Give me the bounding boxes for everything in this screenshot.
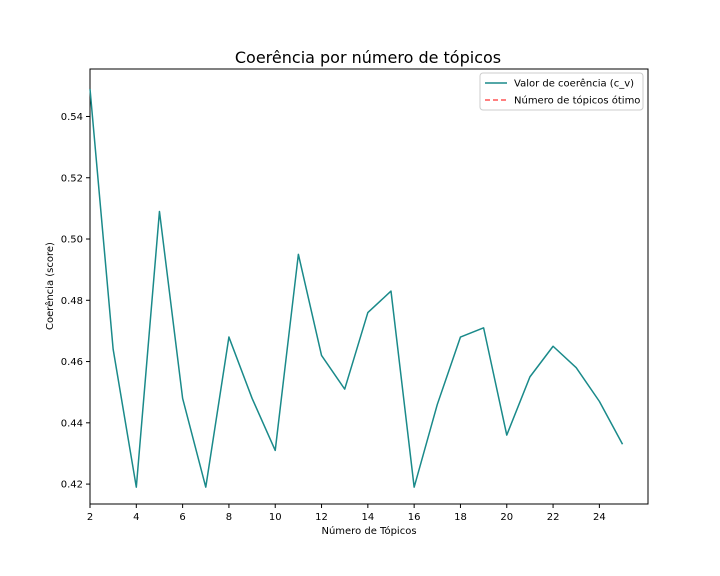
series-line-0 xyxy=(89,88,624,488)
y-tick-label: 0.42 xyxy=(61,480,83,491)
x-axis-label: Número de Tópicos xyxy=(321,525,416,537)
chart-title: Coerência por número de tópicos xyxy=(235,48,501,67)
legend-label-optimal: Número de tópicos ótimo xyxy=(514,95,640,107)
y-tick-label: 0.52 xyxy=(61,173,83,184)
legend-box xyxy=(479,72,644,111)
y-tick-label: 0.46 xyxy=(61,357,83,368)
x-axis: 2 4 6 8 10 12 14 16 18 20 22 24 xyxy=(87,504,606,523)
legend: Valor de coerência (c_v) Número de tópic… xyxy=(479,72,644,111)
y-tick-label: 0.44 xyxy=(61,418,83,429)
x-tick-label: 22 xyxy=(547,512,560,523)
x-tick-label: 20 xyxy=(500,512,513,523)
y-tick-label: 0.50 xyxy=(61,235,83,246)
plot-area xyxy=(89,68,649,505)
legend-label-coherence: Valor de coerência (c_v) xyxy=(514,78,634,90)
x-tick-label: 8 xyxy=(226,512,232,523)
x-tick-label: 24 xyxy=(593,512,606,523)
x-tick-label: 6 xyxy=(179,512,185,523)
x-tick-label: 18 xyxy=(454,512,467,523)
x-tick-label: 14 xyxy=(361,512,374,523)
y-tick-label: 0.48 xyxy=(61,296,83,307)
y-axis-label: Coerência (score) xyxy=(44,242,56,330)
x-tick-label: 16 xyxy=(408,512,421,523)
y-axis: 0.42 0.44 0.46 0.48 0.50 0.52 0.54 xyxy=(61,112,90,491)
x-tick-label: 2 xyxy=(87,512,93,523)
series-layer xyxy=(89,88,624,488)
x-tick-label: 4 xyxy=(133,512,139,523)
x-tick-label: 10 xyxy=(269,512,282,523)
y-tick-label: 0.54 xyxy=(61,112,83,123)
x-tick-label: 12 xyxy=(315,512,328,523)
